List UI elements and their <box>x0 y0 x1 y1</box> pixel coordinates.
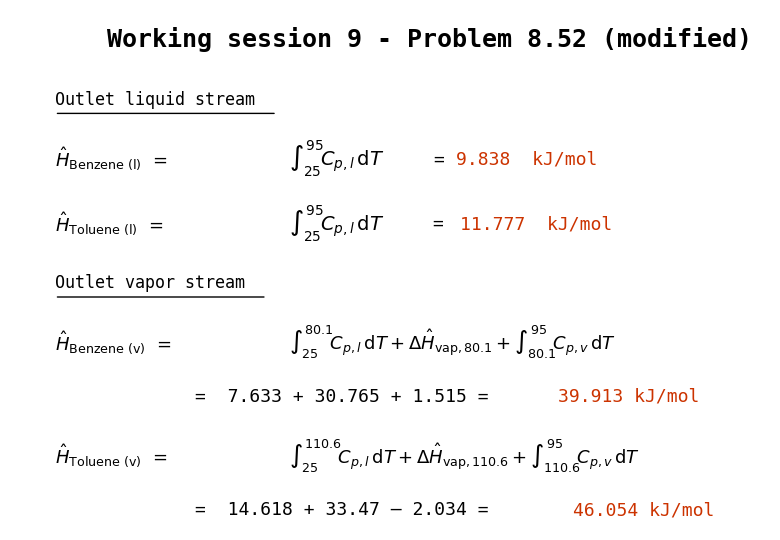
Text: 39.913 kJ/mol: 39.913 kJ/mol <box>558 388 699 406</box>
Text: =  7.633 + 30.765 + 1.515 =: = 7.633 + 30.765 + 1.515 = <box>195 388 510 406</box>
Text: $\int_{25}^{110.6}\!C_{p,l}\,\mathrm{d}T + \Delta\hat{H}_{\mathrm{vap,110.6}} + : $\int_{25}^{110.6}\!C_{p,l}\,\mathrm{d}T… <box>289 438 640 475</box>
Text: =: = <box>433 150 444 168</box>
Text: 46.054 kJ/mol: 46.054 kJ/mol <box>573 501 714 519</box>
Text: $\hat{H}_{\mathrm{Benzene\ (v)}}$  =: $\hat{H}_{\mathrm{Benzene\ (v)}}$ = <box>55 329 172 356</box>
Text: $\int_{25}^{95}\!C_{p,l}\,\mathrm{d}T$: $\int_{25}^{95}\!C_{p,l}\,\mathrm{d}T$ <box>289 204 384 244</box>
Text: 9.838  kJ/mol: 9.838 kJ/mol <box>456 150 597 168</box>
Text: Outlet liquid stream: Outlet liquid stream <box>55 91 254 109</box>
Text: 11.777  kJ/mol: 11.777 kJ/mol <box>460 215 612 233</box>
Text: $\int_{25}^{95}\!C_{p,l}\,\mathrm{d}T$: $\int_{25}^{95}\!C_{p,l}\,\mathrm{d}T$ <box>289 139 384 179</box>
Text: =  14.618 + 33.47 – 2.034 =: = 14.618 + 33.47 – 2.034 = <box>195 501 510 519</box>
Text: Outlet vapor stream: Outlet vapor stream <box>55 274 245 293</box>
Text: =: = <box>433 215 466 233</box>
Text: Working session 9 - Problem 8.52 (modified): Working session 9 - Problem 8.52 (modifi… <box>107 27 751 52</box>
Text: $\hat{H}_{\mathrm{Toluene\ (l)}}$  =: $\hat{H}_{\mathrm{Toluene\ (l)}}$ = <box>55 211 163 238</box>
Text: $\hat{H}_{\mathrm{Toluene\ (v)}}$  =: $\hat{H}_{\mathrm{Toluene\ (v)}}$ = <box>55 443 167 470</box>
Text: $\int_{25}^{80.1}\!C_{p,l}\,\mathrm{d}T + \Delta\hat{H}_{\mathrm{vap,80.1}} + \i: $\int_{25}^{80.1}\!C_{p,l}\,\mathrm{d}T … <box>289 325 615 361</box>
Text: $\hat{H}_{\mathrm{Benzene\ (l)}}$  =: $\hat{H}_{\mathrm{Benzene\ (l)}}$ = <box>55 146 167 173</box>
